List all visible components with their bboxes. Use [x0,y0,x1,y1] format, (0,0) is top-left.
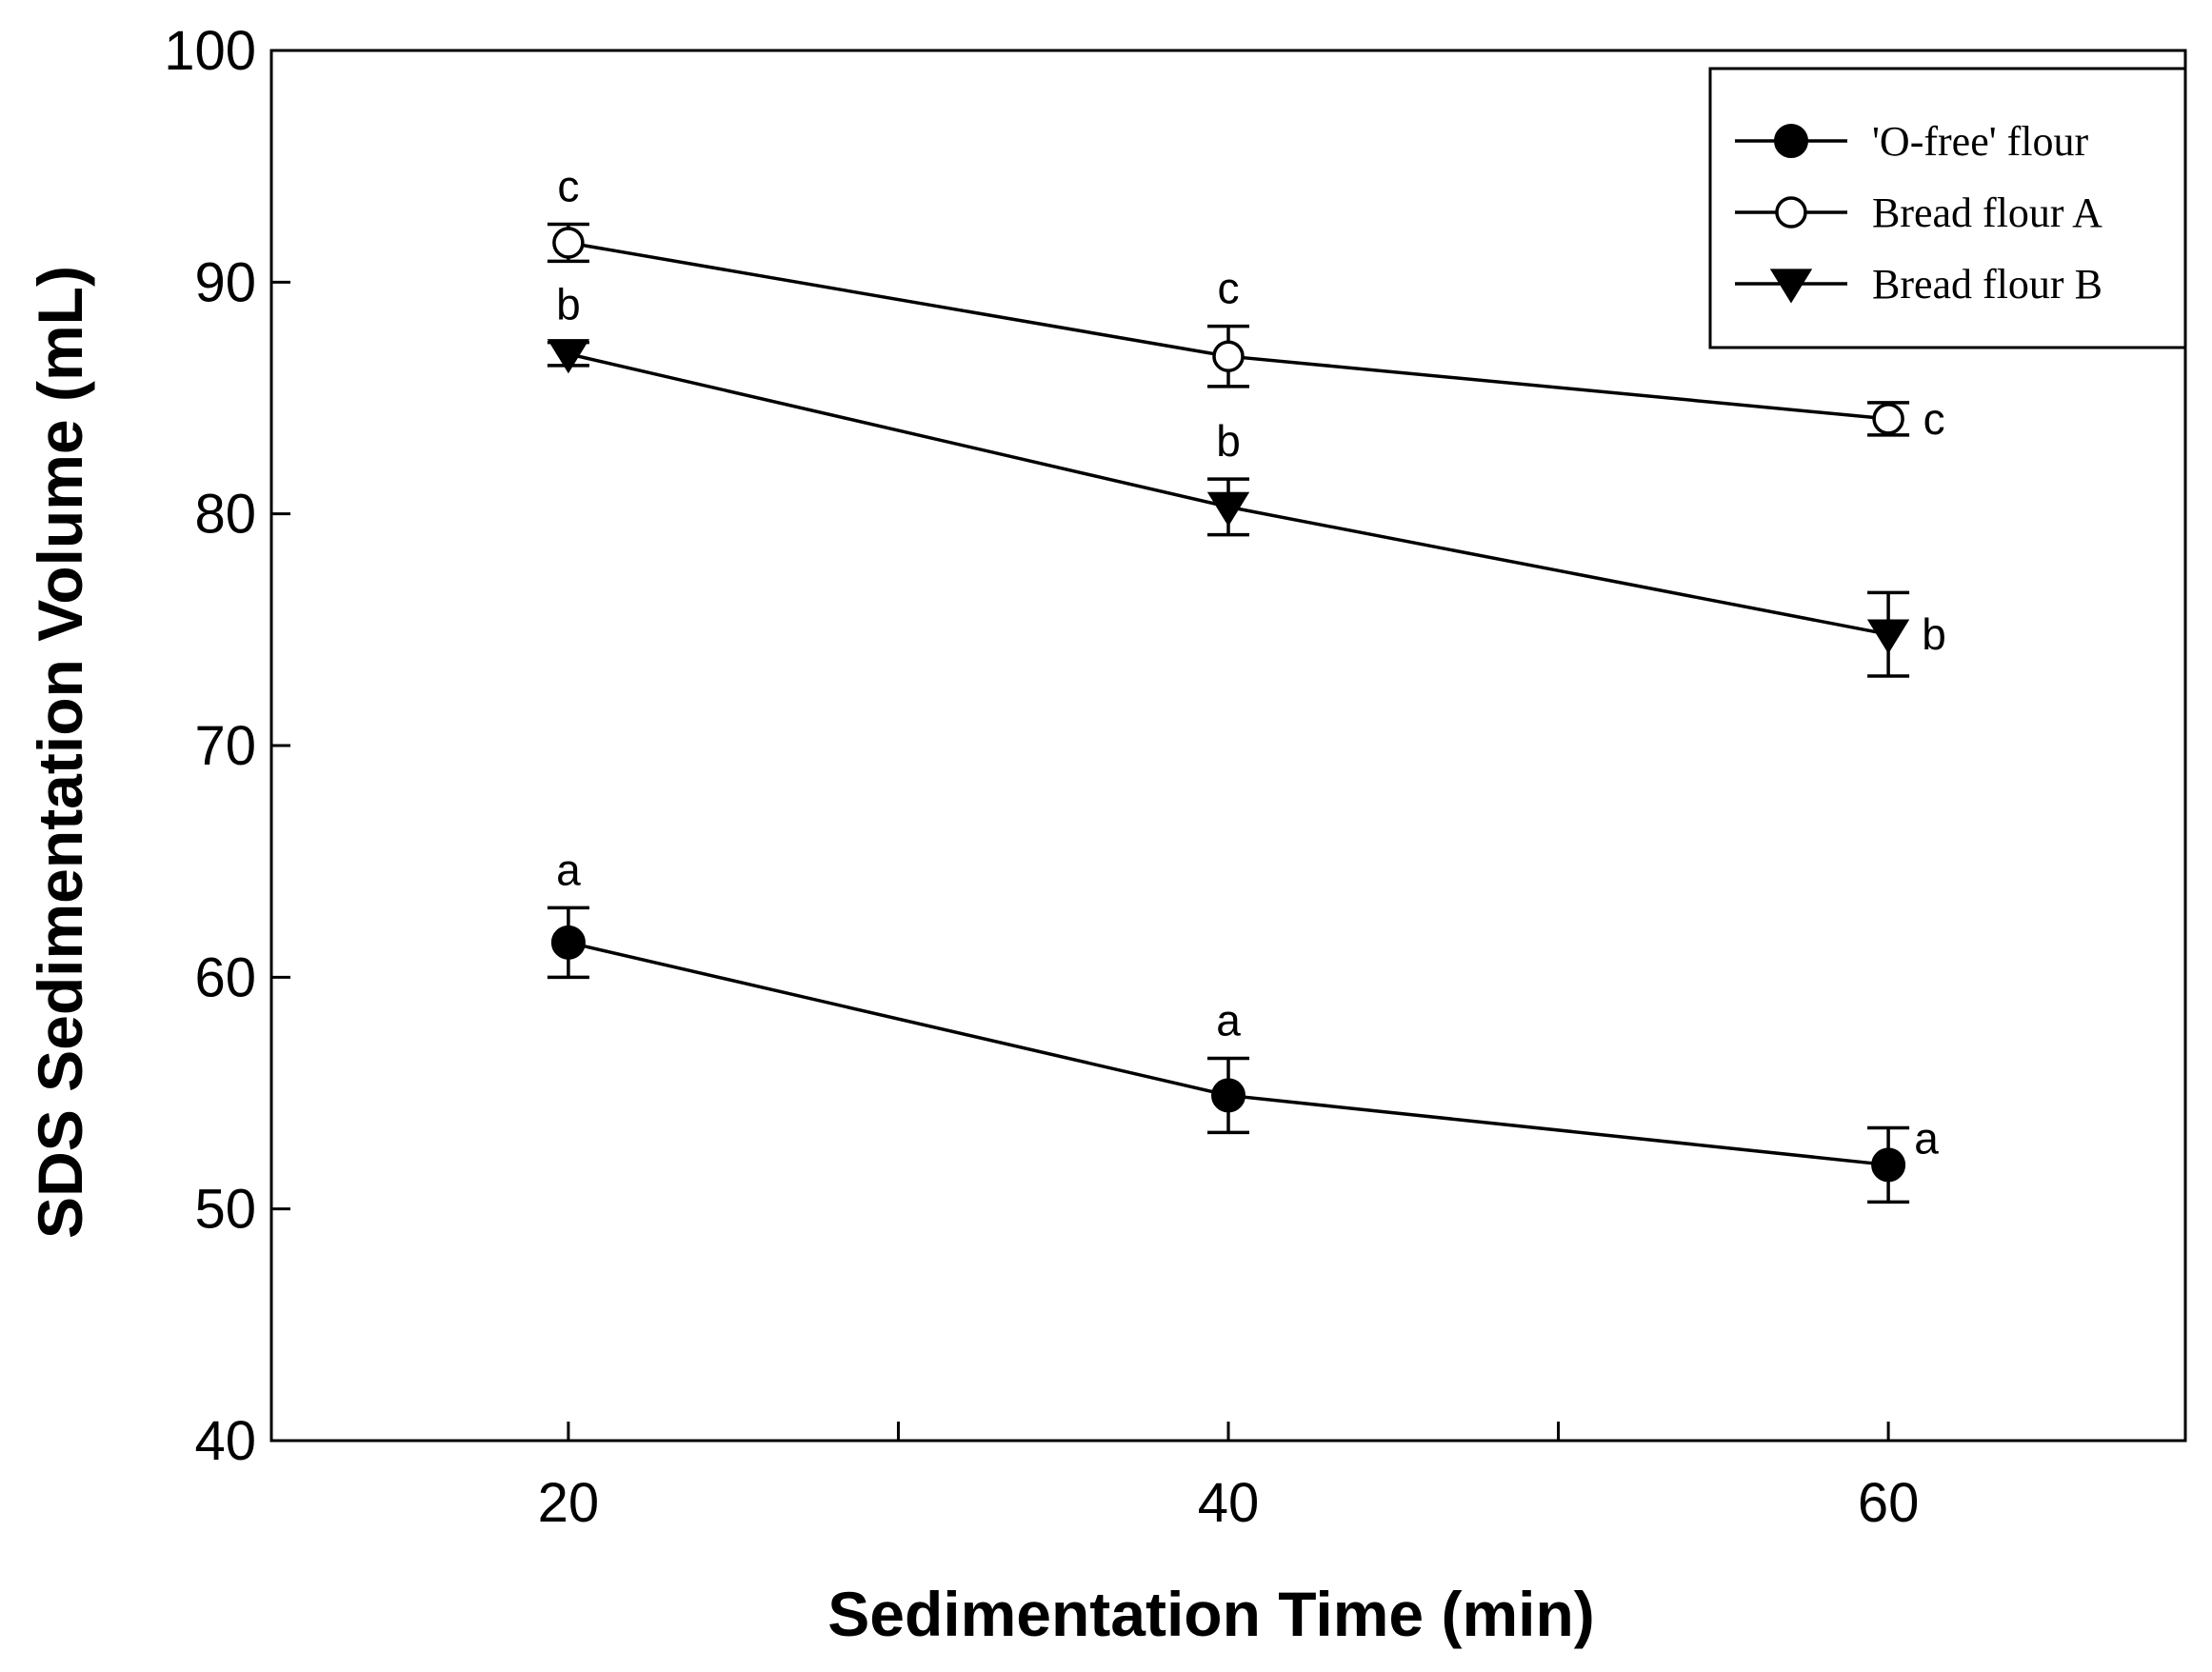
x-tick-label: 40 [1198,1472,1260,1534]
y-tick-label: 40 [194,1410,256,1472]
legend-marker [1775,196,1807,229]
y-tick-label: 80 [194,484,256,546]
y-tick-label: 50 [194,1179,256,1241]
data-point [1212,340,1245,372]
legend-label: Bread flour A [1872,189,2102,236]
data-point [1872,403,1904,435]
significance-label: b [1922,609,1946,659]
legend-marker [1769,269,1813,304]
significance-label: c [1218,264,1240,313]
data-point [1211,1078,1245,1113]
data-point [547,339,590,374]
x-axis-title: Sedimentation Time (min) [827,1579,1595,1649]
data-point [1206,491,1250,527]
x-tick-label: 20 [538,1472,600,1534]
y-tick-label: 70 [194,715,256,777]
data-point [552,227,585,259]
series-2: b b b [547,280,1946,678]
significance-label: b [556,280,581,329]
significance-label: c [557,162,579,211]
legend-label: 'O-free' flour [1872,118,2089,165]
legend-marker [1774,124,1808,158]
data-point [1866,619,1910,654]
significance-label: a [1914,1113,1939,1163]
legend-label: Bread flour B [1872,261,2102,308]
x-tick-label: 60 [1858,1472,1920,1534]
series-1: c c c [547,162,1945,444]
series-0: a a a [547,845,1939,1204]
y-axis-title: SDS Sedimentation Volume (mL) [25,266,95,1239]
y-tick-label: 60 [194,946,256,1008]
significance-label: a [556,845,581,894]
data-point [550,925,586,960]
significance-label: a [1216,996,1241,1045]
legend: 'O-free' flour Bread flour A Bread flour B [1708,67,2187,349]
significance-label: b [1216,416,1241,466]
y-tick-label: 100 [164,20,256,82]
y-tick-label: 90 [194,251,256,313]
significance-label: c [1923,394,1945,444]
plot-area: 40 50 60 70 80 90 100 20 40 60 a a a c c c b b b [164,20,2187,1534]
data-point [1871,1147,1906,1183]
